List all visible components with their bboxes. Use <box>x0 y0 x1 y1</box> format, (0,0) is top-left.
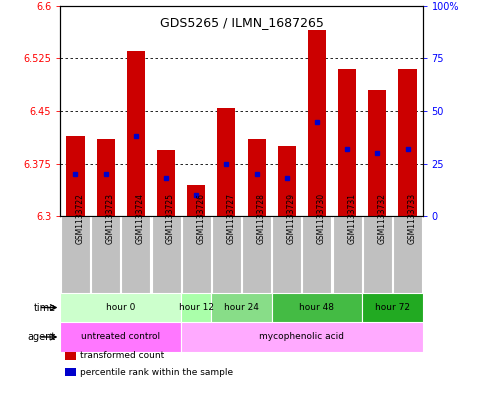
Text: hour 72: hour 72 <box>375 303 410 312</box>
Text: hour 12: hour 12 <box>179 303 213 312</box>
Bar <box>61 216 90 293</box>
Text: GSM1133731: GSM1133731 <box>347 193 356 244</box>
Bar <box>217 108 236 216</box>
Bar <box>393 216 422 293</box>
Text: untreated control: untreated control <box>81 332 160 342</box>
Text: hour 24: hour 24 <box>224 303 259 312</box>
Text: GSM1133723: GSM1133723 <box>106 193 114 244</box>
Bar <box>212 216 241 293</box>
Text: percentile rank within the sample: percentile rank within the sample <box>80 368 233 376</box>
Text: GSM1133728: GSM1133728 <box>256 193 266 244</box>
Bar <box>398 69 416 216</box>
Text: mycophenolic acid: mycophenolic acid <box>259 332 344 342</box>
Bar <box>181 322 423 352</box>
Text: hour 0: hour 0 <box>106 303 135 312</box>
Bar <box>181 293 212 322</box>
Text: GSM1133724: GSM1133724 <box>136 193 145 244</box>
Bar <box>333 216 362 293</box>
Text: GSM1133732: GSM1133732 <box>377 193 386 244</box>
Text: hour 48: hour 48 <box>299 303 334 312</box>
Bar <box>182 216 211 293</box>
Text: time: time <box>33 303 56 312</box>
Bar <box>212 293 271 322</box>
Text: GSM1133729: GSM1133729 <box>287 193 296 244</box>
Text: GSM1133726: GSM1133726 <box>196 193 205 244</box>
Bar <box>363 216 392 293</box>
Bar <box>152 216 181 293</box>
Bar <box>308 30 326 216</box>
Bar <box>338 69 356 216</box>
Bar <box>157 150 175 216</box>
Text: transformed count: transformed count <box>80 351 164 360</box>
Bar <box>97 139 115 216</box>
Bar <box>272 216 301 293</box>
Bar <box>127 51 145 216</box>
Text: GSM1133725: GSM1133725 <box>166 193 175 244</box>
Bar <box>302 216 331 293</box>
Bar <box>248 139 266 216</box>
Bar <box>67 136 85 216</box>
Bar <box>121 216 150 293</box>
Bar <box>271 293 362 322</box>
Bar <box>91 216 120 293</box>
Text: GDS5265 / ILMN_1687265: GDS5265 / ILMN_1687265 <box>159 16 324 29</box>
Text: GSM1133722: GSM1133722 <box>75 193 85 244</box>
Text: GSM1133727: GSM1133727 <box>227 193 235 244</box>
Bar <box>368 90 386 216</box>
Text: GSM1133733: GSM1133733 <box>408 193 416 244</box>
Bar <box>278 146 296 216</box>
Text: GSM1133730: GSM1133730 <box>317 193 326 244</box>
Bar <box>242 216 271 293</box>
Text: agent: agent <box>28 332 56 342</box>
Bar <box>60 322 181 352</box>
Bar <box>60 293 181 322</box>
Bar <box>362 293 423 322</box>
Bar <box>187 185 205 216</box>
